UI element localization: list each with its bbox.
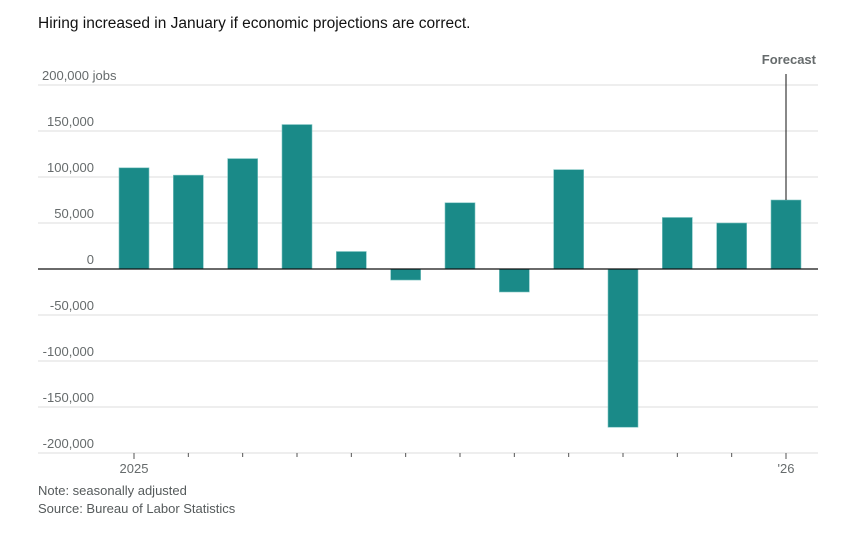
y-tick-label: -150,000 — [43, 390, 94, 405]
bar — [336, 251, 367, 270]
y-axis: 200,000 jobs 150,000 100,000 50,000 0 -50,000… — [42, 68, 117, 451]
bar — [390, 268, 421, 281]
chart-note: Note: seasonally adjusted — [38, 483, 187, 498]
bar — [444, 202, 476, 270]
y-tick-label: 200,000 jobs — [42, 68, 117, 83]
y-tick-label: -50,000 — [50, 298, 94, 313]
y-tick-label: 50,000 — [54, 206, 94, 221]
x-axis: 2025 '26 — [120, 453, 795, 476]
bar — [227, 158, 258, 270]
forecast-label: Forecast — [762, 52, 817, 67]
x-tick-label: '26 — [778, 461, 795, 476]
x-tick-label: 2025 — [120, 461, 149, 476]
chart-title: Hiring increased in January if economic … — [38, 15, 471, 32]
annotations: Forecast — [762, 52, 817, 200]
y-tick-label: -100,000 — [43, 344, 94, 359]
bar — [770, 199, 802, 270]
bar — [499, 268, 530, 293]
bar — [607, 268, 639, 428]
bar — [662, 217, 693, 270]
bar — [553, 169, 584, 270]
y-tick-label: -200,000 — [43, 436, 94, 451]
chart-source: Source: Bureau of Labor Statistics — [38, 501, 236, 516]
y-tick-label: 100,000 — [47, 160, 94, 175]
y-tick-label: 0 — [87, 252, 94, 267]
bar — [716, 222, 747, 270]
bar — [281, 124, 313, 270]
bar — [173, 174, 204, 270]
bars — [118, 124, 802, 428]
bar — [118, 167, 150, 270]
y-tick-label: 150,000 — [47, 114, 94, 129]
